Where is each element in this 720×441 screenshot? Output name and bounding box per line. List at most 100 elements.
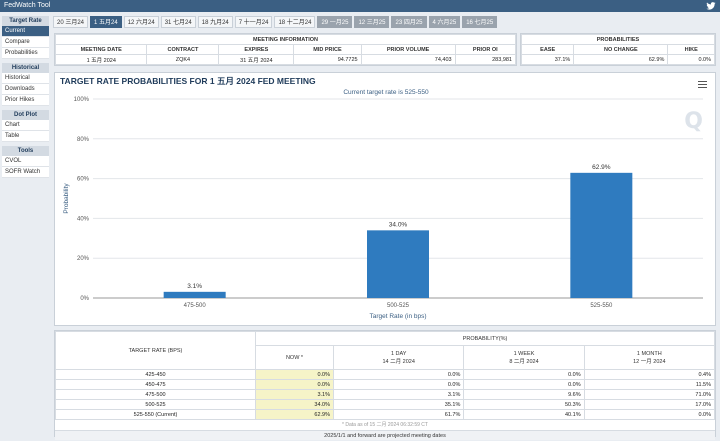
1-month-cell: 0.4%	[583, 369, 716, 380]
bar	[163, 291, 226, 298]
sidebar-item-compare[interactable]: Compare	[2, 37, 49, 48]
probability-bar-chart: 0% 20% 40% 60% 80% 100% 3.1% 475-500 34.0% 500-52…	[63, 97, 703, 320]
sidebar-section-target-rate: Target Rate	[2, 16, 49, 26]
y-tick-label: 80%	[77, 137, 90, 143]
expires-value: 31 五月 2024	[218, 54, 295, 65]
col-1-week: 1 WEEK 8 二月 2024	[463, 345, 585, 370]
hamburger-menu-icon[interactable]	[698, 81, 707, 88]
sidebar-item-probabilities[interactable]: Probabilities	[2, 48, 49, 59]
1-month-cell: 11.5%	[583, 379, 716, 390]
tab-meeting-2[interactable]: 1 五月24	[90, 16, 122, 28]
y-tick-label: 60%	[77, 177, 90, 183]
hike-value: 0.0%	[667, 54, 715, 65]
bar-data-label: 3.1%	[187, 283, 202, 290]
probability-header: PROBABILITY(%)	[255, 331, 715, 346]
1-week-cell: 0.0%	[463, 379, 585, 390]
1-week-cell: 40.1%	[463, 409, 585, 420]
mid-price-value: 94.7725	[293, 54, 362, 65]
1-month-cell: 0.0%	[583, 409, 716, 420]
chart-title: TARGET RATE PROBABILITIES FOR 1 五月 2024 …	[60, 76, 316, 86]
tab-meeting-9[interactable]: 12 三月25	[354, 16, 390, 28]
col-prior-oi: PRIOR OI	[454, 44, 517, 55]
chart-subtitle: Current target rate is 525-550	[343, 89, 429, 96]
tab-meeting-12[interactable]: 16 七月25	[462, 16, 498, 28]
prior-volume-value: 74,403	[360, 54, 456, 65]
tab-meeting-1[interactable]: 20 三月24	[53, 16, 89, 28]
sidebar-item-chart[interactable]: Chart	[2, 120, 49, 131]
bar	[367, 230, 429, 298]
tab-meeting-6[interactable]: 7 十一月24	[234, 16, 273, 28]
sidebar-section-tools: Tools	[2, 146, 49, 156]
twitter-icon[interactable]	[706, 1, 716, 11]
target-rate-cell: 450-475	[55, 379, 256, 390]
col-contract: CONTRACT	[146, 44, 220, 55]
sidebar-section-historical: Historical	[2, 63, 49, 73]
col-now: NOW *	[255, 345, 334, 370]
1-week-cell: 0.0%	[463, 369, 585, 380]
1-month-cell: 17.0%	[583, 399, 716, 410]
1-month-cell: 71.0%	[583, 389, 716, 400]
1-week-cell: 50.3%	[463, 399, 585, 410]
probability-table-panel: TARGET RATE (BPS) PROBABILITY(%) NOW * 1…	[54, 330, 716, 440]
col-no-change: NO CHANGE	[573, 44, 669, 55]
y-tick-label: 100%	[74, 97, 90, 103]
meeting-date-value: 1 五月 2024	[54, 54, 148, 65]
tab-meeting-10[interactable]: 23 四月25	[391, 16, 427, 28]
now-cell: 62.9%	[255, 409, 334, 420]
1-day-cell: 35.1%	[332, 399, 465, 410]
quikstrike-logo: Q	[684, 109, 703, 134]
table-row: 500-525 34.0% 35.1% 50.3% 17.0%	[55, 399, 716, 410]
col-meeting-date: MEETING DATE	[54, 44, 148, 55]
chart-panel: TARGET RATE PROBABILITIES FOR 1 五月 2024 …	[54, 72, 716, 326]
table-row: 425-450 0.0% 0.0% 0.0% 0.4%	[55, 369, 716, 380]
table-row: 475-500 3.1% 3.1% 9.6% 71.0%	[55, 389, 716, 400]
table-row: 450-475 0.0% 0.0% 0.0% 11.5%	[55, 379, 716, 390]
target-rate-cell: 425-450	[55, 369, 256, 380]
sidebar-section-dot-plot: Dot Plot	[2, 110, 49, 120]
now-cell: 3.1%	[255, 389, 334, 400]
sidebar-item-sofr-watch[interactable]: SOFR Watch	[2, 167, 49, 178]
bar-data-label: 34.0%	[389, 221, 408, 228]
1-day-cell: 3.1%	[332, 389, 465, 400]
tab-meeting-7[interactable]: 18 十二月24	[274, 16, 316, 28]
table-row: 525-550 (Current) 62.9% 61.7% 40.1% 0.0%	[55, 409, 716, 420]
sidebar-item-downloads[interactable]: Downloads	[2, 84, 49, 95]
y-tick-label: 40%	[77, 216, 90, 222]
col-expires: EXPIRES	[218, 44, 295, 55]
ease-value: 37.1%	[520, 54, 575, 65]
meeting-tabs: 20 三月24 1 五月24 12 六月24 31 七月24 18 九月24 7…	[53, 16, 498, 28]
no-change-value: 62.9%	[573, 54, 669, 65]
tab-meeting-4[interactable]: 31 七月24	[160, 16, 196, 28]
now-cell: 0.0%	[255, 379, 334, 390]
tab-meeting-8[interactable]: 29 一月25	[317, 16, 353, 28]
col-hike: HIKE	[667, 44, 715, 55]
contract-value: ZQK4	[146, 54, 220, 65]
bar	[570, 172, 633, 298]
app-header: FedWatch Tool	[0, 0, 720, 12]
target-rate-cell: 475-500	[55, 389, 256, 400]
1-day-cell: 0.0%	[332, 369, 465, 380]
sidebar-item-prior-hikes[interactable]: Prior Hikes	[2, 95, 49, 106]
tab-meeting-11[interactable]: 4 六月25	[428, 16, 461, 28]
sidebar: Target Rate Current Compare Probabilitie…	[2, 16, 49, 178]
1-day-cell: 0.0%	[332, 379, 465, 390]
sidebar-item-table[interactable]: Table	[2, 131, 49, 142]
x-tick-label: 525-550	[590, 303, 613, 309]
target-rate-header: TARGET RATE (BPS)	[55, 331, 256, 370]
tab-meeting-5[interactable]: 18 九月24	[197, 16, 233, 28]
tab-meeting-3[interactable]: 12 六月24	[123, 16, 159, 28]
sidebar-item-current[interactable]: Current	[2, 26, 49, 37]
y-axis-title: Probability	[63, 183, 70, 214]
sidebar-item-cvol[interactable]: CVOL	[2, 156, 49, 167]
x-tick-label: 500-525	[387, 303, 410, 309]
probabilities-header: PROBABILITIES	[521, 34, 715, 45]
x-axis-title: Target Rate (in bps)	[369, 313, 426, 320]
prior-oi-value: 283,981	[454, 54, 517, 65]
app-title: FedWatch Tool	[4, 2, 51, 9]
1-day-cell: 61.7%	[332, 409, 465, 420]
col-1-day: 1 DAY 14 二月 2024	[332, 345, 465, 370]
sidebar-item-historical[interactable]: Historical	[2, 73, 49, 84]
probabilities-panel: PROBABILITIES EASE NO CHANGE HIKE 37.1% …	[520, 33, 716, 66]
data-timestamp-note: * Data as of 15 二月 2024 06:32:59 CT	[342, 422, 428, 428]
col-ease: EASE	[520, 44, 575, 55]
